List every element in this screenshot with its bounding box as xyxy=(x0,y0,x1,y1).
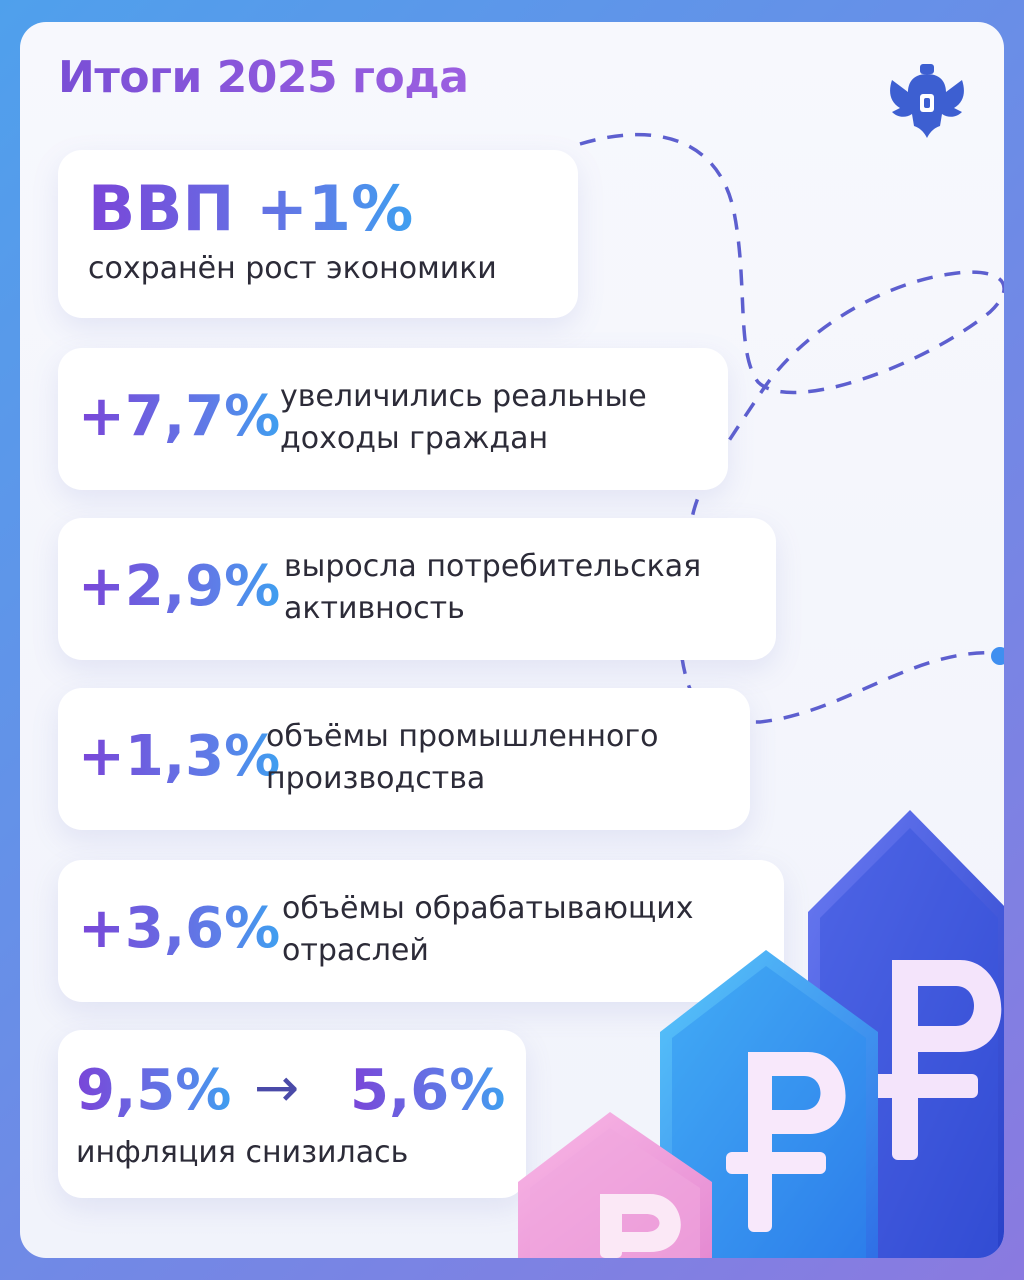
stat-text-line1: объёмы обрабатывающих xyxy=(282,891,694,926)
stat-card-gdp: ВВП +1% сохранён рост экономики xyxy=(58,150,578,318)
ruble-sign-icon xyxy=(600,1194,681,1258)
stat-card-manufacturing: +3,6% объёмы обрабатывающих отраслей xyxy=(58,860,784,1002)
russian-coat-of-arms-icon xyxy=(890,64,964,138)
stat-text-line2: отраслей xyxy=(282,933,429,968)
pillar-short xyxy=(518,1112,712,1258)
stat-text-line1: выросла потребительская xyxy=(284,549,702,584)
inflation-from: 9,5% xyxy=(76,1058,232,1123)
stat-value: +2,9% xyxy=(78,554,281,619)
stat-card-consumer: +2,9% выросла потребительская активность xyxy=(58,518,776,660)
ruble-pillars-illustration xyxy=(518,810,1004,1258)
stat-value: +1,3% xyxy=(78,724,281,789)
stat-text-line1: увеличились реальные xyxy=(280,379,647,414)
inflation-to: 5,6% xyxy=(350,1058,506,1123)
stat-value: +7,7% xyxy=(78,384,281,449)
stat-text-line2: доходы граждан xyxy=(280,421,549,456)
inflation-text: инфляция снизилась xyxy=(76,1135,409,1170)
page-title: Итоги 2025 года xyxy=(58,52,469,103)
ruble-sign-icon xyxy=(726,1052,846,1232)
ruble-sign-icon xyxy=(868,960,1002,1160)
stat-text-line2: производства xyxy=(266,761,486,796)
stat-text-line2: активность xyxy=(284,591,465,626)
stat-card-inflation: 9,5% → 5,6% инфляция снизилась xyxy=(58,1030,526,1198)
stat-value: +3,6% xyxy=(78,896,281,961)
stat-card-industrial: +1,3% объёмы промышленного производства xyxy=(58,688,750,830)
stat-value: ВВП +1% xyxy=(88,172,414,245)
stat-text: сохранён рост экономики xyxy=(88,251,497,286)
stat-card-income: +7,7% увеличились реальные доходы гражда… xyxy=(58,348,728,490)
arrow-right-icon: → xyxy=(254,1056,300,1119)
stat-text-line1: объёмы промышленного xyxy=(266,719,659,754)
pillar-mid xyxy=(660,950,878,1258)
infographic-card: Итоги 2025 года ВВП +1% сохранён рост эк… xyxy=(20,22,1004,1258)
